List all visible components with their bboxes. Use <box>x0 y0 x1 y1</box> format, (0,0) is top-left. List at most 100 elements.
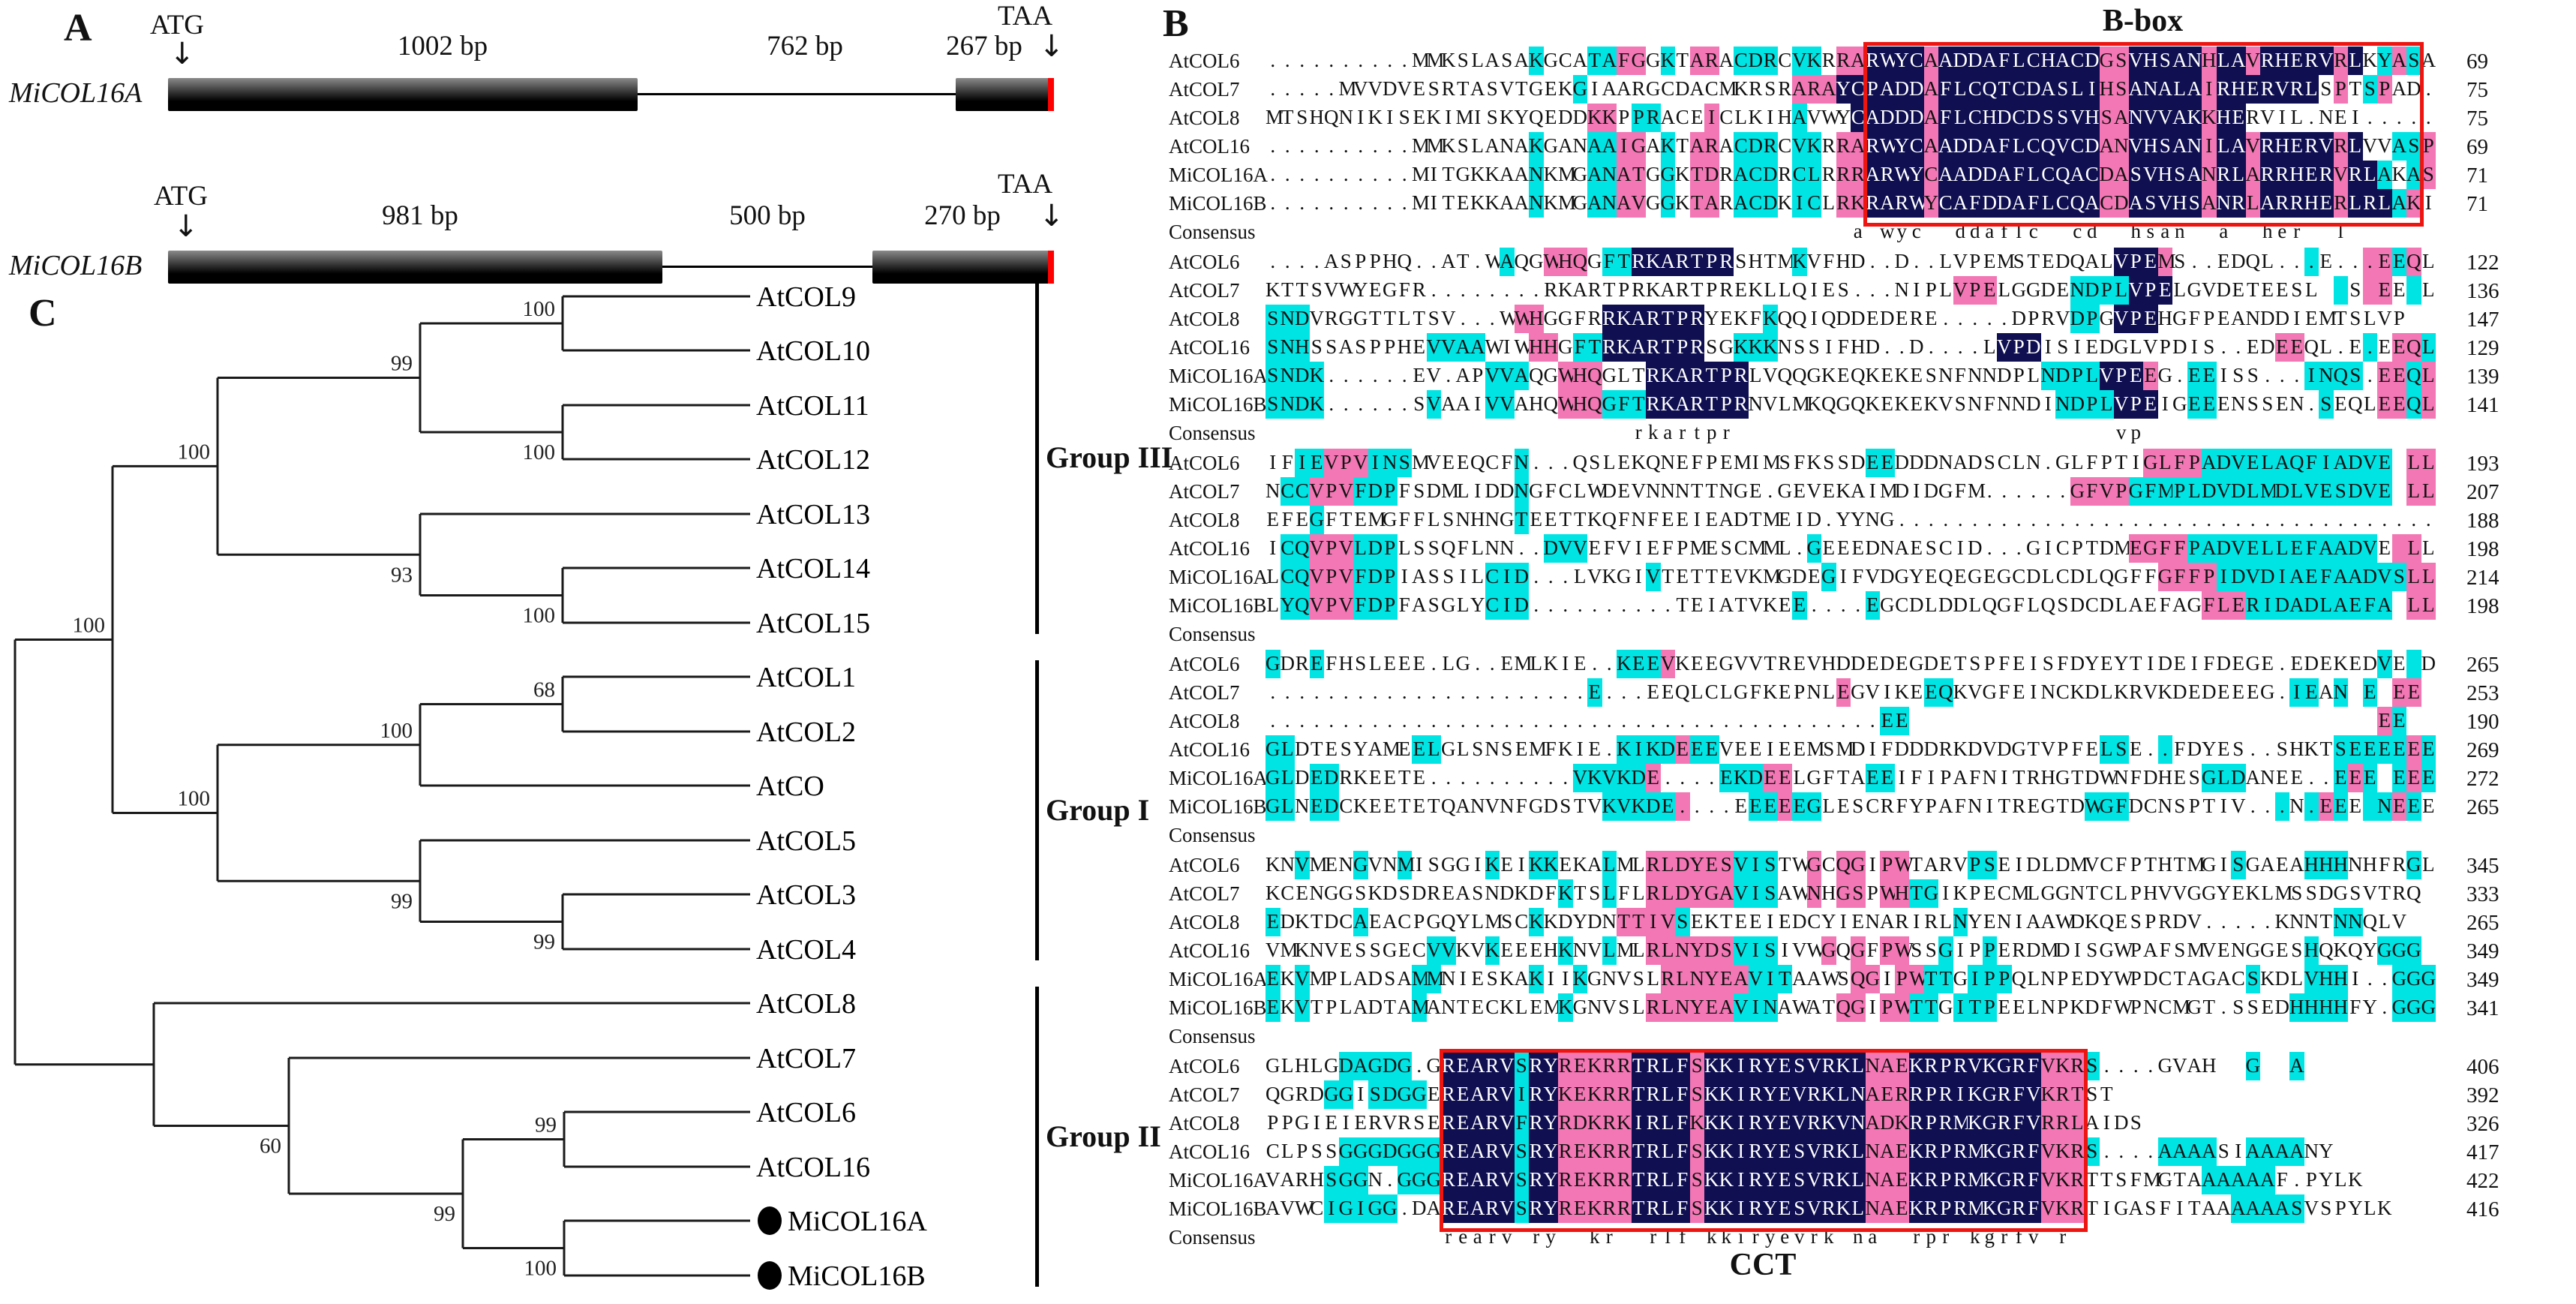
residue-cell: A <box>1880 1194 1895 1223</box>
residue-cell: F <box>1954 479 1966 502</box>
residue-cell: P <box>1618 278 1630 301</box>
residue-cell: L <box>1632 882 1645 904</box>
residue-cell: e <box>1458 1225 1468 1248</box>
residue-cell: I <box>2030 652 2037 675</box>
residue-cell: Q <box>1821 392 1836 415</box>
residue-cell: G <box>1894 565 1910 587</box>
residue-cell <box>1866 821 1881 849</box>
residue-cell: I <box>1748 936 1763 965</box>
tree-tip-label: AtCOL12 <box>756 444 870 476</box>
residue-cell: T <box>2070 1080 2085 1109</box>
residue-cell: C <box>1398 910 1412 933</box>
alignment-row <box>1265 1022 2436 1050</box>
residue-cell: G <box>2391 965 2406 993</box>
residue-cell <box>1602 419 1617 447</box>
alignment-row: GLDT E SYAME E LGL SNS EMFK I E. K I KDE E EVE E I E EMSM… <box>1265 735 2436 764</box>
down-arrow-icon: ↓ <box>173 209 199 244</box>
residue-cell: S <box>1719 936 1734 965</box>
residue-cell: . <box>1270 191 1276 214</box>
residue-cell: . <box>1270 709 1276 732</box>
residue-cell: P <box>1369 250 1381 272</box>
residue-cell: E <box>2348 735 2363 764</box>
residue-cell: L <box>2421 390 2436 419</box>
residue-cell: S <box>2289 1194 2304 1223</box>
residue-cell: T <box>1574 882 1587 904</box>
residue-cell: F <box>2026 1166 2041 1194</box>
residue-cell <box>1895 1022 1910 1050</box>
residue-cell <box>1544 218 1559 246</box>
residue-cell <box>1953 620 1968 648</box>
residue-cell: S <box>1501 738 1513 760</box>
residue-cell <box>1924 707 1939 735</box>
residue-cell <box>1924 821 1939 849</box>
residue-cell: V <box>2157 189 2172 218</box>
residue-cell: H <box>2231 75 2246 104</box>
residue-cell <box>2260 707 2275 735</box>
residue-cell: A <box>2172 47 2187 75</box>
residue-cell: V <box>1338 477 1353 506</box>
residue-cell: A <box>1880 189 1895 218</box>
tree-tip-label: AtCOL8 <box>756 988 856 1020</box>
residue-cell: M <box>2187 939 2205 961</box>
residue-cell: L <box>1660 993 1675 1022</box>
residue-number: 333 <box>2466 882 2499 906</box>
residue-cell: T <box>1923 993 1938 1022</box>
residue-cell: R <box>2158 910 2172 933</box>
residue-cell: I <box>2304 362 2319 390</box>
residue-cell: E <box>2085 335 2099 358</box>
residue-cell: E <box>2362 764 2377 792</box>
residue-cell: L <box>2187 477 2202 506</box>
residue-cell: A <box>1514 392 1530 415</box>
residue-cell: E <box>1617 479 1631 502</box>
residue-cell: N <box>1646 479 1661 502</box>
residue-cell: V <box>1572 764 1587 792</box>
residue-cell: N <box>1309 939 1325 961</box>
residue-cell: A <box>1719 879 1734 908</box>
residue-cell: E <box>2319 792 2334 821</box>
residue-cell: t <box>1694 421 1700 443</box>
residue-cell: T <box>1398 795 1411 817</box>
residue-cell: P <box>2421 132 2436 161</box>
residue-cell <box>2143 1022 2158 1050</box>
residue-cell: . <box>1431 766 1437 789</box>
residue-cell: E <box>1881 392 1894 415</box>
residue-cell: D <box>1982 161 1997 189</box>
residue-cell: . <box>1270 250 1276 272</box>
residue-cell: I <box>1445 106 1452 128</box>
residue-cell: A <box>1660 248 1675 276</box>
residue-cell: I <box>2274 563 2289 591</box>
residue-cell: P <box>1338 449 1353 477</box>
residue-cell: D <box>1982 189 1997 218</box>
residue-cell: Y <box>1543 1166 1558 1194</box>
residue-cell: N <box>2040 967 2056 990</box>
residue-cell: R <box>1529 1137 1544 1166</box>
residue-cell: E <box>1734 278 1748 301</box>
residue-cell: L <box>2421 449 2436 477</box>
residue-cell: T <box>1574 508 1587 530</box>
residue-cell: T <box>2378 882 2391 904</box>
residue-cell: S <box>1443 565 1455 587</box>
residue-cell: S <box>2157 132 2172 161</box>
residue-cell: K <box>1470 163 1485 185</box>
residue-cell <box>2421 620 2436 648</box>
residue-cell: A <box>2085 189 2100 218</box>
residue-cell: L <box>1660 1080 1675 1109</box>
residue-cell: G <box>1719 652 1734 675</box>
residue-cell: . <box>1738 709 1744 732</box>
residue-cell: A <box>1470 1166 1485 1194</box>
residue-cell: A <box>2289 853 2304 876</box>
alignment-row: SNDVRGGT T L T SV... WWHGGF RRKART P RYEKFKQQ I QD… <box>1265 305 2436 333</box>
residue-cell <box>2070 1223 2085 1251</box>
residue-cell: T <box>1837 766 1850 789</box>
residue-cell: K <box>1455 939 1471 961</box>
residue-cell: S <box>2172 161 2187 189</box>
residue-cell <box>2260 821 2275 849</box>
residue-cell: I <box>2220 853 2227 876</box>
residue-cell: I <box>1913 910 1920 933</box>
residue-cell: P <box>1324 477 1339 506</box>
residue-cell <box>1529 1022 1544 1050</box>
residue-cell: A <box>2202 1137 2217 1166</box>
residue-cell: . <box>1563 709 1569 732</box>
residue-cell: M <box>1777 250 1796 272</box>
residue-cell: . <box>1387 681 1393 703</box>
